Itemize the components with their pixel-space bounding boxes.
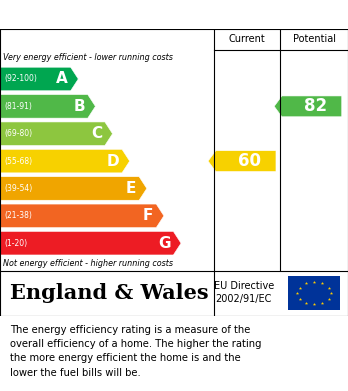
Text: A: A: [56, 72, 68, 86]
Text: Energy Efficiency Rating: Energy Efficiency Rating: [10, 7, 232, 22]
Polygon shape: [0, 177, 147, 200]
Text: C: C: [91, 126, 102, 141]
Polygon shape: [0, 95, 95, 118]
Text: Potential: Potential: [293, 34, 335, 45]
Text: (81-91): (81-91): [4, 102, 32, 111]
Text: Not energy efficient - higher running costs: Not energy efficient - higher running co…: [3, 259, 174, 268]
Polygon shape: [0, 122, 112, 145]
FancyBboxPatch shape: [288, 276, 340, 310]
Text: (55-68): (55-68): [4, 156, 32, 166]
Text: Current: Current: [229, 34, 266, 45]
Text: (39-54): (39-54): [4, 184, 32, 193]
Text: Very energy efficient - lower running costs: Very energy efficient - lower running co…: [3, 53, 173, 62]
Text: B: B: [73, 99, 85, 114]
Text: F: F: [143, 208, 153, 223]
Text: G: G: [158, 236, 171, 251]
Text: The energy efficiency rating is a measure of the
overall efficiency of a home. T: The energy efficiency rating is a measur…: [10, 325, 262, 378]
Text: England & Wales: England & Wales: [10, 283, 209, 303]
Text: (69-80): (69-80): [4, 129, 32, 138]
Polygon shape: [0, 67, 78, 91]
Polygon shape: [208, 151, 276, 172]
Text: 82: 82: [304, 97, 327, 115]
Text: 60: 60: [238, 152, 261, 170]
Polygon shape: [274, 96, 342, 117]
Polygon shape: [0, 231, 181, 255]
Text: D: D: [106, 154, 119, 169]
Polygon shape: [0, 204, 164, 228]
Text: (1-20): (1-20): [4, 239, 27, 248]
Polygon shape: [0, 149, 130, 173]
Text: (21-38): (21-38): [4, 211, 32, 221]
Text: (92-100): (92-100): [4, 74, 37, 84]
Text: E: E: [126, 181, 136, 196]
Text: EU Directive
2002/91/EC: EU Directive 2002/91/EC: [214, 281, 274, 304]
